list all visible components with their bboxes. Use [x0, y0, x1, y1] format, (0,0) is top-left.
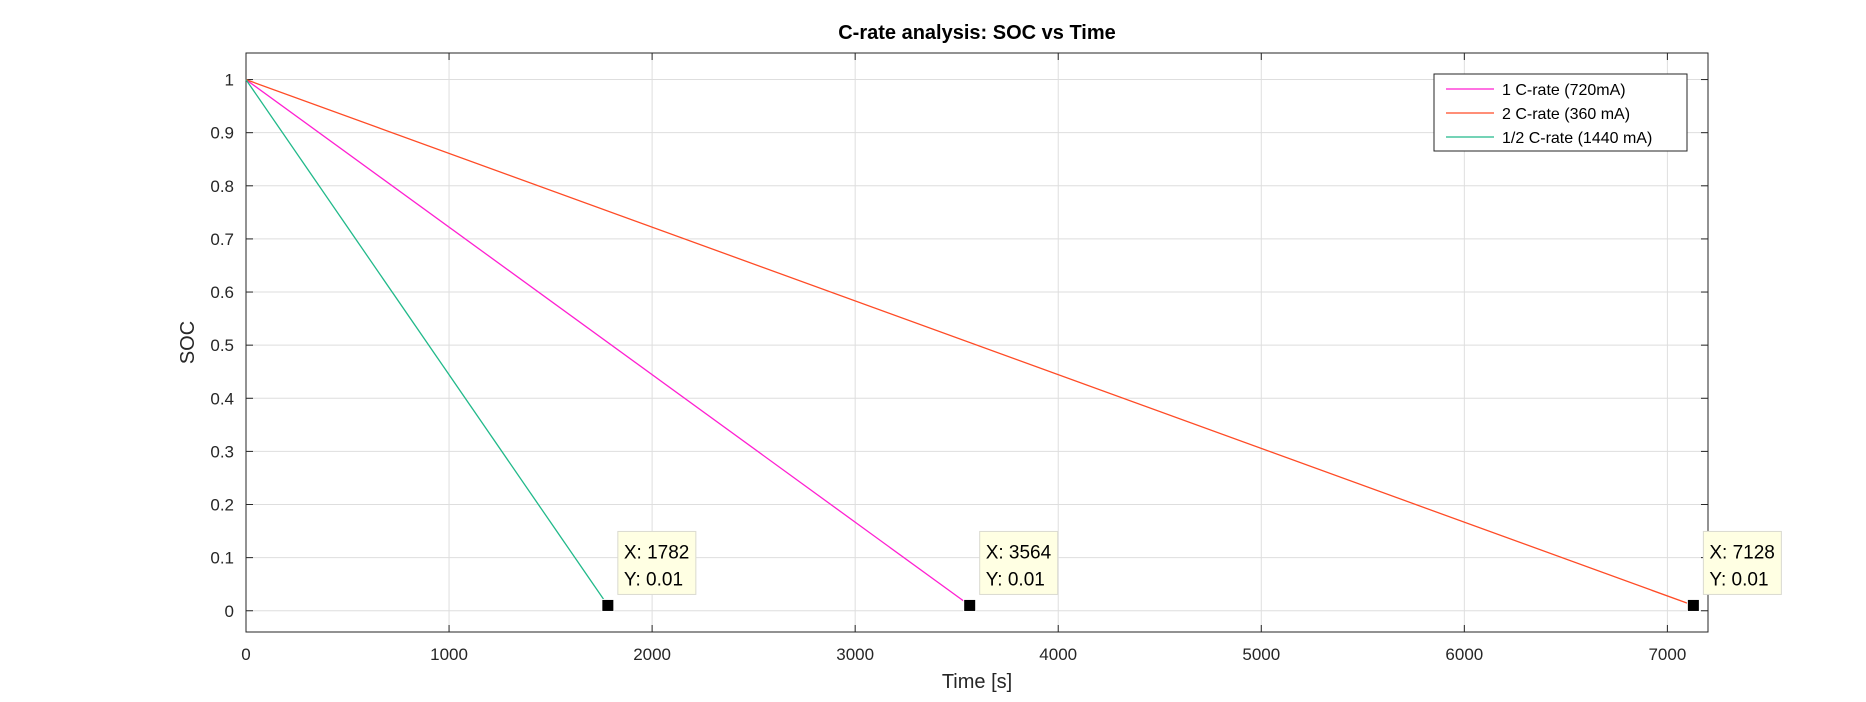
datatip-box	[1702, 530, 1782, 595]
datatip-y-label: Y: 0.01	[1709, 569, 1768, 590]
y-tick-label: 0.1	[210, 549, 234, 568]
y-tick-label: 0.8	[210, 177, 234, 196]
y-tick-label: 1	[225, 71, 234, 90]
series-line-2	[245, 78, 1694, 607]
y-tick-label: 0.2	[210, 496, 234, 515]
x-tick-label: 5000	[1242, 645, 1280, 664]
datatip-layer: X: 1782 Y: 0.01 X: 3564 Y: 0.01 X: 7128 Y: 0.…	[601, 530, 1782, 612]
y-tick-label: 0.3	[210, 442, 234, 461]
x-tick-label: 1000	[430, 645, 468, 664]
legend-label-3: 1/2 C-rate (1440 mA)	[1502, 130, 1652, 147]
datatip-x-label: X: 7128	[1709, 542, 1775, 563]
y-tick-label: 0.4	[210, 389, 234, 408]
y-tick-label: 0.6	[210, 283, 234, 302]
x-axis-title: Time [s]	[942, 671, 1012, 693]
datatip-box	[979, 530, 1059, 595]
series-line-1	[245, 79, 971, 606]
x-tick-label: 6000	[1445, 645, 1483, 664]
datatip-marker	[601, 598, 615, 612]
plot-area	[245, 52, 1709, 633]
series-line-3	[245, 79, 609, 606]
datatip-marker	[963, 598, 977, 612]
legend-label-1: 1 C-rate (720mA)	[1502, 82, 1626, 99]
y-tick-label: 0.9	[210, 124, 234, 143]
x-tick-label: 3000	[836, 645, 874, 664]
legend: 1 C-rate (720mA) 2 C-rate (360 mA) 1/2 C-r…	[1433, 73, 1688, 152]
x-tick-label: 7000	[1648, 645, 1686, 664]
datatip-y-label: Y: 0.01	[986, 569, 1045, 590]
y-axis-title: SOC	[177, 321, 199, 364]
datatip-box	[617, 530, 697, 595]
datatip-y-label: Y: 0.01	[624, 569, 683, 590]
datatip-x-label: X: 1782	[624, 542, 690, 563]
x-tick-label: 0	[241, 645, 250, 664]
y-tick-label: 0.7	[210, 230, 234, 249]
datatip-x-label: X: 3564	[986, 542, 1052, 563]
x-tick-label: 4000	[1039, 645, 1077, 664]
legend-label-2: 2 C-rate (360 mA)	[1502, 106, 1630, 123]
tick-layer: 0 1000 2000 3000 4000 5000 6000 7000 0 0.1 0.2 0.3 0…	[210, 53, 1708, 664]
series-layer	[245, 78, 1694, 607]
datatip-marker	[1686, 598, 1700, 612]
y-tick-label: 0	[225, 602, 234, 621]
y-tick-label: 0.5	[210, 336, 234, 355]
chart-title: C-rate analysis: SOC vs Time	[838, 22, 1116, 44]
x-tick-label: 2000	[633, 645, 671, 664]
